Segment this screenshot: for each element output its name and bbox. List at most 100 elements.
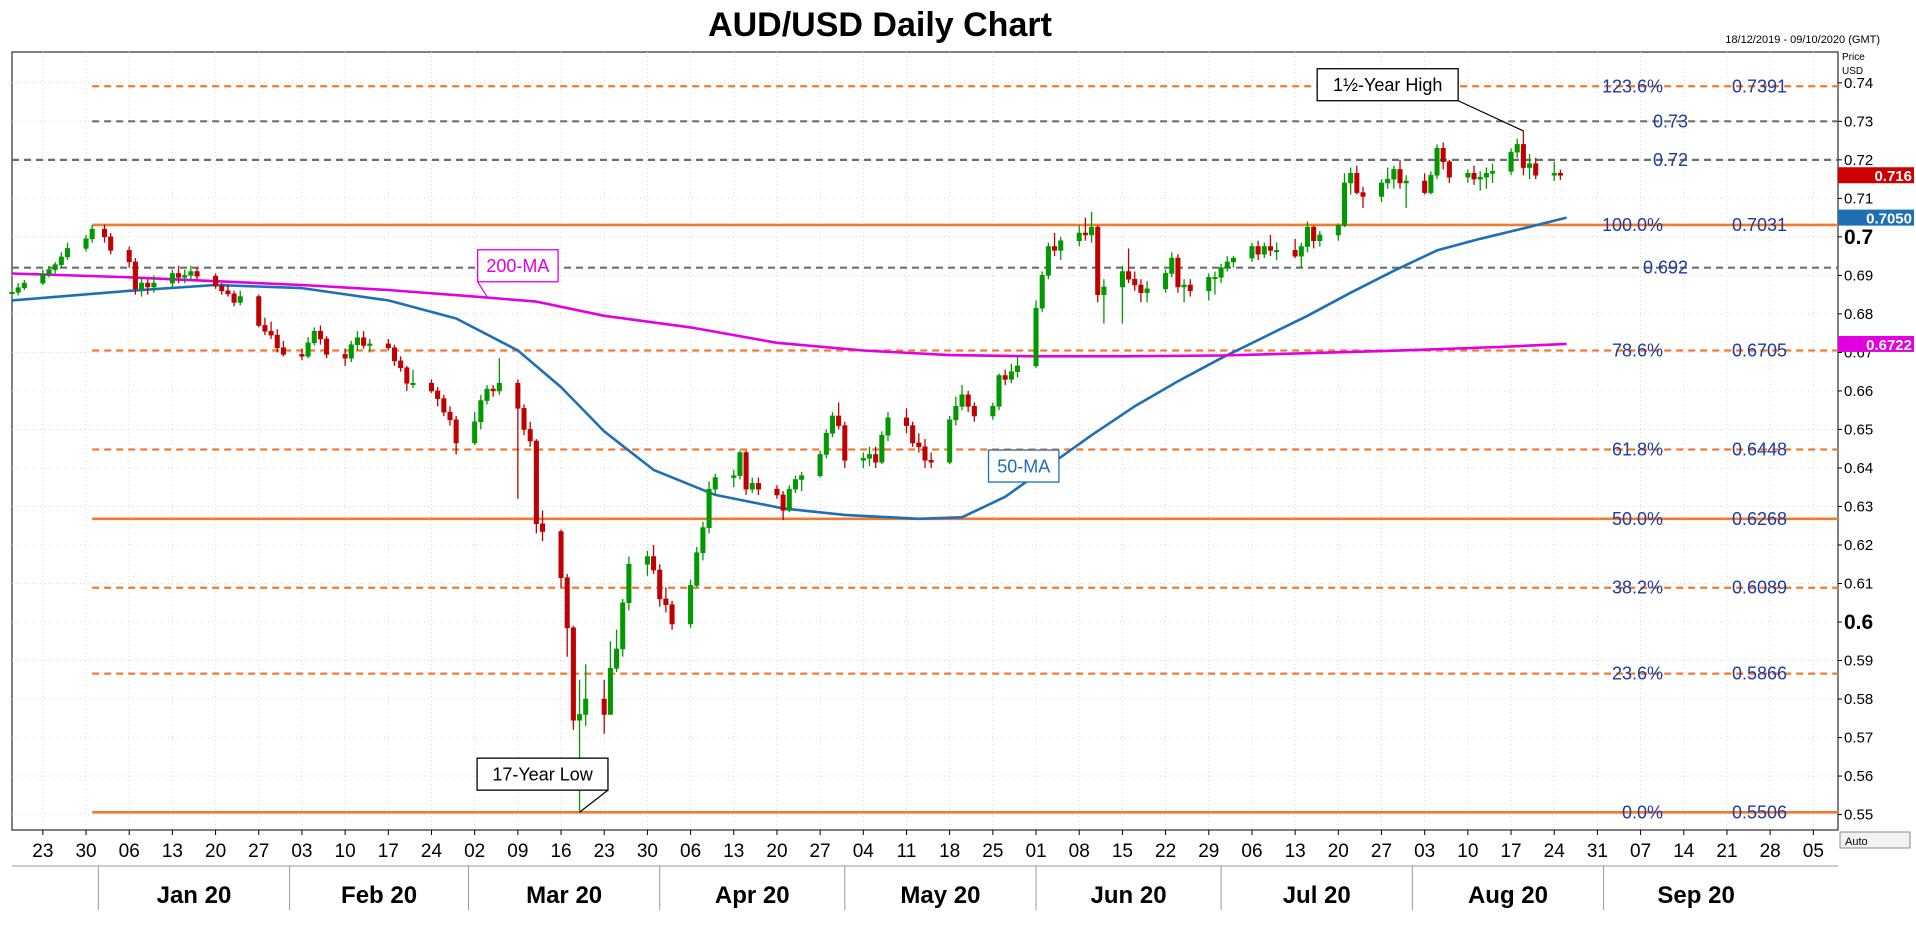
price-marker-label: 0.7050	[1866, 211, 1912, 228]
x-tick-label: 06	[119, 841, 140, 862]
candle-body-down	[1132, 278, 1138, 286]
candle-body-up	[367, 343, 373, 346]
y-tick-label: 0.61	[1844, 576, 1873, 593]
candle-body-up	[83, 238, 89, 249]
fibonacci-value-label: 0.5866	[1732, 664, 1787, 684]
candle-body-up	[860, 458, 866, 461]
x-tick-label: 13	[723, 841, 744, 862]
ma-200-line	[11, 272, 1567, 358]
candle-body-down	[527, 429, 533, 442]
month-label: Apr 20	[715, 882, 790, 909]
candle-body-up	[139, 282, 145, 290]
reference-level-label: 0.73	[1653, 111, 1688, 131]
y-tick-label: 0.62	[1844, 537, 1873, 554]
candle-body-up	[1212, 277, 1218, 280]
candle-body-down	[663, 598, 669, 605]
price-marker	[1838, 209, 1914, 226]
annotation-label: 200-MA	[486, 256, 549, 276]
candle-body-down	[558, 531, 564, 579]
candle-body-up	[953, 406, 959, 421]
candle-body-up	[1391, 169, 1397, 180]
fibonacci-value-label: 0.5506	[1732, 802, 1787, 822]
candle-body-up	[1144, 288, 1150, 294]
annotation-box	[476, 249, 559, 283]
candle-body-down	[1002, 375, 1008, 380]
candle-body-up	[1403, 180, 1409, 184]
candle-body-up	[694, 552, 700, 586]
candle-body-up	[700, 527, 706, 553]
candle-body-up	[182, 275, 188, 278]
candle-body-up	[620, 602, 626, 650]
candle-body-up	[410, 382, 416, 386]
x-tick-label: 20	[1328, 841, 1349, 862]
candle-body-up	[305, 342, 311, 357]
x-tick-label: 06	[680, 841, 701, 862]
x-tick-label: 07	[1630, 841, 1651, 862]
x-tick-label: 10	[335, 841, 356, 862]
candle-body-down	[1255, 246, 1261, 255]
candle-body-down	[922, 446, 928, 461]
chart-date-range: 18/12/2019 - 09/10/2020 (GMT)	[1725, 34, 1880, 46]
candle-body-down	[1095, 226, 1101, 295]
candle-body-down	[540, 523, 546, 532]
candle-body-down	[1292, 250, 1298, 257]
candle-body-down	[428, 382, 435, 392]
candle-body-down	[404, 367, 410, 384]
candle-body-up	[947, 419, 953, 463]
y-tick-label: 0.71	[1844, 190, 1873, 207]
candle-body-down	[342, 354, 348, 359]
candle-body-down	[774, 488, 780, 496]
candle-body-down	[965, 394, 971, 407]
candle-body-up	[959, 394, 965, 407]
x-tick-label: 31	[1587, 841, 1608, 862]
y-tick-label: 0.64	[1844, 460, 1873, 477]
y-tick-label: 0.6	[1844, 611, 1873, 634]
candle-body-up	[472, 421, 478, 444]
candle-body-up	[354, 337, 360, 346]
x-tick-label: 20	[766, 841, 787, 862]
candle-body-up	[15, 287, 21, 293]
candle-body-up	[311, 330, 317, 344]
annotation-box	[476, 757, 609, 791]
candle-body-down	[1311, 226, 1317, 242]
price-marker-label: 0.716	[1874, 168, 1912, 185]
candle-body-up	[1230, 257, 1236, 263]
reference-level-label: 0.692	[1643, 258, 1688, 278]
candle-body-down	[1471, 173, 1477, 180]
month-label: Aug 20	[1468, 882, 1548, 909]
y-tick-label: 0.74	[1844, 75, 1873, 92]
y-tick-label: 0.56	[1844, 768, 1873, 785]
x-tick-label: 21	[1716, 841, 1737, 862]
fibonacci-percent-label: 38.2%	[1612, 578, 1663, 598]
month-label: Jan 20	[157, 882, 232, 909]
x-tick-label: 24	[421, 841, 443, 862]
candle-body-up	[1015, 365, 1021, 372]
annotation-label: 17-Year Low	[492, 765, 593, 785]
x-tick-label: 08	[1069, 841, 1090, 862]
reference-lines-layer: 0.73 0.72 0.692 123.6% 0.7391 100.0% 0.7031 78.…	[12, 76, 1838, 822]
candle-body-down	[1138, 284, 1144, 294]
y-tick-label: 0.69	[1844, 267, 1873, 284]
candle-body-up	[1169, 257, 1175, 274]
x-tick-label: 17	[378, 841, 399, 862]
y-tick-label: 0.73	[1844, 113, 1873, 130]
candle-body-down	[1354, 173, 1360, 193]
candle-body-up	[1249, 246, 1255, 259]
candle-body-up	[1298, 246, 1304, 257]
candle-body-up	[823, 432, 829, 455]
candle-body-down	[743, 452, 749, 490]
candle-body-up	[737, 452, 743, 476]
price-marker	[1838, 167, 1914, 184]
candle-body-down	[1052, 246, 1058, 251]
candle-body-up	[484, 388, 490, 401]
candle-body-up	[1514, 144, 1520, 153]
candle-body-down	[256, 296, 262, 326]
month-label: Mar 20	[526, 882, 602, 909]
candle-body-down	[391, 347, 397, 362]
candle-body-down	[132, 261, 138, 290]
candle-body-up	[1465, 173, 1471, 178]
candle-body-up	[1033, 307, 1039, 367]
candle-body-up	[1477, 176, 1483, 180]
moving-average-layer	[11, 216, 1567, 521]
